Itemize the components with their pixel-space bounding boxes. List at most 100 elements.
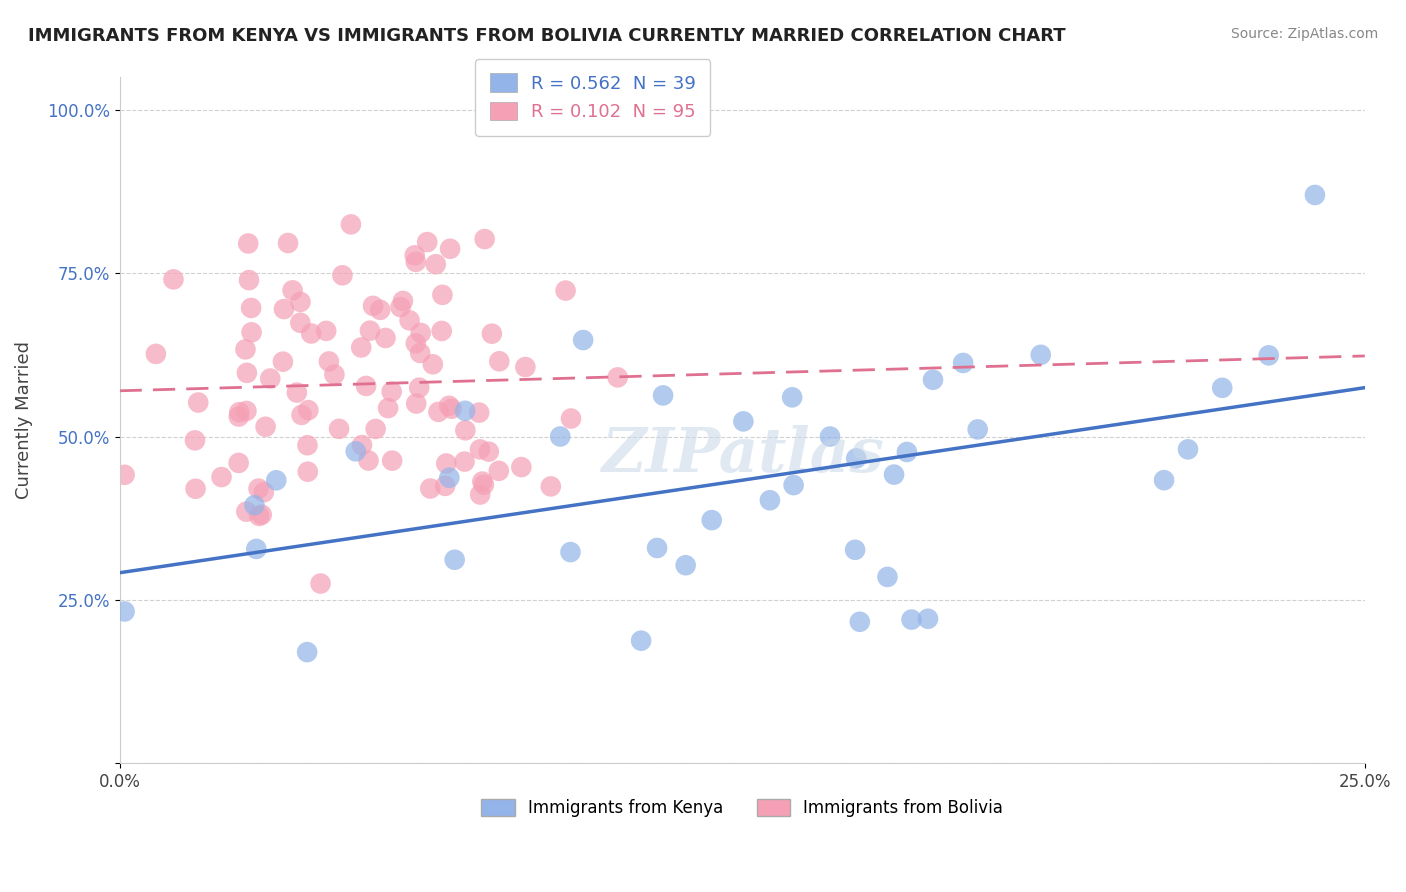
Point xyxy=(236,366,259,380)
Point xyxy=(515,359,537,374)
Point xyxy=(952,356,974,370)
Point xyxy=(472,477,495,491)
Point xyxy=(434,479,457,493)
Point xyxy=(883,467,905,482)
Point xyxy=(554,284,576,298)
Point xyxy=(184,434,207,448)
Point xyxy=(700,513,723,527)
Point xyxy=(408,381,430,395)
Point xyxy=(434,457,457,471)
Point xyxy=(340,218,363,232)
Point xyxy=(235,343,257,357)
Point xyxy=(481,326,503,341)
Point xyxy=(540,479,562,493)
Point xyxy=(162,272,184,286)
Point xyxy=(405,336,427,351)
Point xyxy=(471,475,494,489)
Point xyxy=(896,445,918,459)
Point xyxy=(645,541,668,555)
Point xyxy=(876,570,898,584)
Point xyxy=(922,373,945,387)
Point xyxy=(409,326,432,340)
Point xyxy=(430,324,453,338)
Point xyxy=(297,465,319,479)
Point xyxy=(782,478,804,492)
Point xyxy=(114,605,136,619)
Point xyxy=(1153,473,1175,487)
Point xyxy=(240,326,263,340)
Legend: Immigrants from Kenya, Immigrants from Bolivia: Immigrants from Kenya, Immigrants from B… xyxy=(475,792,1010,823)
Point xyxy=(405,255,427,269)
Point xyxy=(1257,348,1279,362)
Point xyxy=(228,409,250,424)
Point xyxy=(560,545,582,559)
Point xyxy=(374,331,396,345)
Point xyxy=(297,438,319,452)
Point xyxy=(381,384,404,399)
Point xyxy=(145,347,167,361)
Point xyxy=(323,368,346,382)
Point xyxy=(548,429,571,443)
Point xyxy=(1211,381,1233,395)
Point xyxy=(454,404,477,418)
Point xyxy=(818,429,841,443)
Point xyxy=(630,633,652,648)
Point xyxy=(238,236,260,251)
Point xyxy=(416,235,439,249)
Point xyxy=(357,453,380,467)
Point xyxy=(392,293,415,308)
Point xyxy=(432,288,454,302)
Point xyxy=(844,542,866,557)
Point xyxy=(273,301,295,316)
Point xyxy=(184,482,207,496)
Point xyxy=(309,576,332,591)
Point xyxy=(359,324,381,338)
Point xyxy=(759,493,782,508)
Point xyxy=(381,453,404,467)
Point xyxy=(478,444,501,458)
Point xyxy=(114,467,136,482)
Point xyxy=(733,414,755,428)
Point xyxy=(405,396,427,410)
Point xyxy=(281,284,304,298)
Text: IMMIGRANTS FROM KENYA VS IMMIGRANTS FROM BOLIVIA CURRENTLY MARRIED CORRELATION C: IMMIGRANTS FROM KENYA VS IMMIGRANTS FROM… xyxy=(28,27,1066,45)
Point xyxy=(454,423,477,437)
Point xyxy=(849,615,872,629)
Point xyxy=(235,505,257,519)
Point xyxy=(350,341,373,355)
Point xyxy=(1177,442,1199,457)
Point xyxy=(290,408,312,422)
Point xyxy=(187,395,209,409)
Point xyxy=(315,324,337,338)
Point xyxy=(488,464,510,478)
Point xyxy=(510,460,533,475)
Point xyxy=(295,645,318,659)
Point xyxy=(332,268,354,283)
Point xyxy=(299,326,322,341)
Point xyxy=(254,419,277,434)
Point xyxy=(266,473,288,487)
Point xyxy=(437,399,460,413)
Point xyxy=(404,248,426,262)
Point xyxy=(364,422,387,436)
Point xyxy=(344,444,367,458)
Point xyxy=(845,451,868,466)
Point xyxy=(285,385,308,400)
Point xyxy=(560,411,582,425)
Point xyxy=(474,232,496,246)
Point xyxy=(440,401,463,416)
Point xyxy=(422,357,444,371)
Point xyxy=(652,388,675,402)
Point xyxy=(238,273,260,287)
Point xyxy=(271,354,294,368)
Point xyxy=(572,333,595,347)
Point xyxy=(259,371,281,385)
Point xyxy=(468,442,491,457)
Point xyxy=(297,403,319,417)
Point xyxy=(318,354,340,368)
Point xyxy=(606,370,628,384)
Point xyxy=(250,508,273,522)
Point xyxy=(247,482,270,496)
Point xyxy=(780,390,803,404)
Point xyxy=(468,406,491,420)
